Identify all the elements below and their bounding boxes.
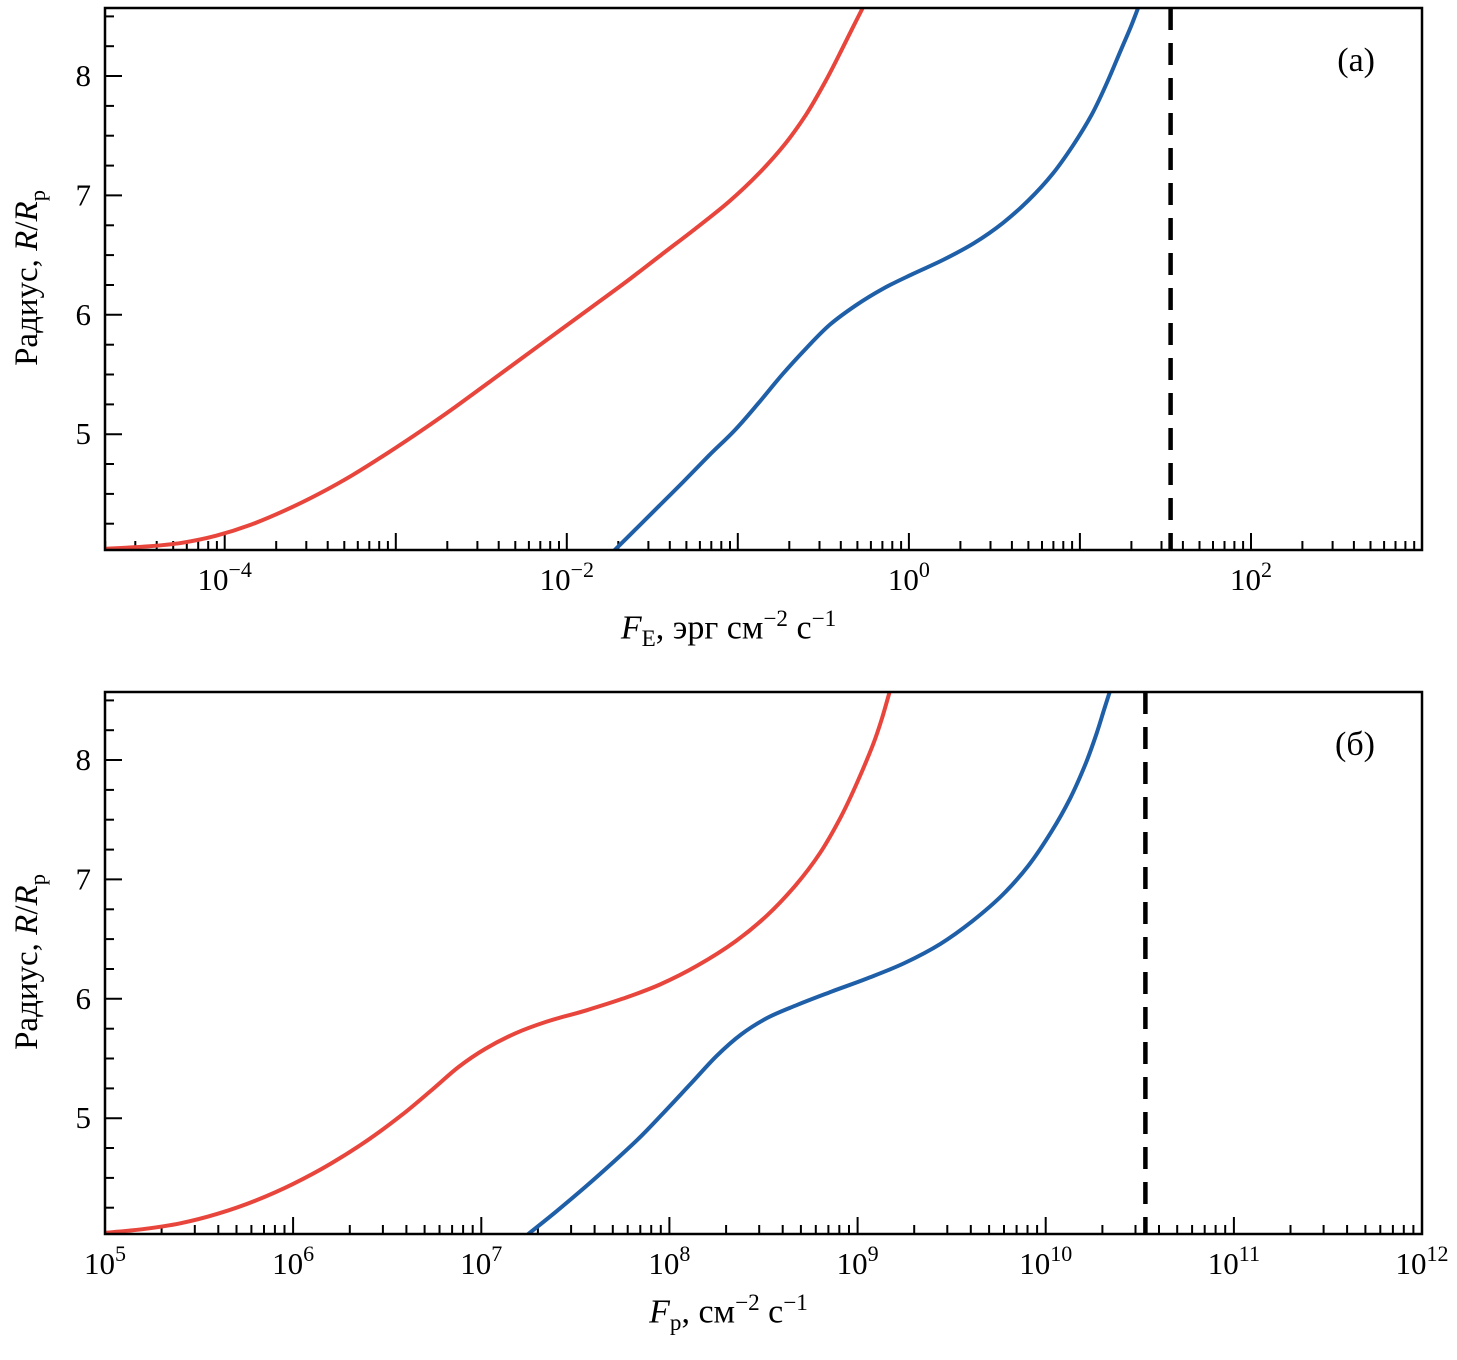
blue-curve — [612, 8, 1141, 550]
x-tick-label: 102 — [1230, 557, 1272, 597]
red-curve — [105, 692, 892, 1234]
y-tick-label: 7 — [76, 861, 92, 896]
x-tick-labels: 105 106 107 108 109 1010 1011 1012 — [84, 1241, 1449, 1281]
plot-frame — [103, 690, 1424, 1236]
blue-curve — [526, 692, 1112, 1234]
y-tick-label: 5 — [76, 416, 92, 451]
y-tick-label: 8 — [76, 58, 92, 93]
x-tick-label: 100 — [888, 557, 930, 597]
panel-b: 105 106 107 108 109 1010 1011 1012 5 6 7 8 Радиус, … — [0, 686, 1457, 1342]
panel-label-a: (а) — [1337, 42, 1375, 79]
y-tick-label: 6 — [76, 981, 92, 1016]
x-tick-label: 1012 — [1396, 1241, 1449, 1281]
chart-panel-a: 10−4 10−2 100 102 5 6 7 8 — [76, 6, 1424, 597]
y-tick-label: 7 — [76, 177, 92, 212]
x-tick-labels: 10−4 10−2 100 102 — [197, 557, 1272, 597]
y-tick-label: 5 — [76, 1100, 92, 1135]
x-axis-label-a: FE, эрг см−2 с−1 — [620, 606, 837, 653]
panel-a: 10−4 10−2 100 102 5 6 7 8 Радиус, R/Rp (а) FE, … — [0, 2, 1457, 658]
x-tick-label: 1011 — [1208, 1241, 1260, 1281]
x-tick-label: 10−4 — [197, 557, 251, 597]
y-axis-label-text: Радиус, — [9, 250, 46, 366]
x-tick-label: 107 — [460, 1241, 502, 1281]
y-tick-label: 6 — [76, 297, 92, 332]
x-tick-label: 1010 — [1019, 1241, 1072, 1281]
y-axis-label-b: Радиус, R/Rp — [9, 874, 50, 1050]
x-tick-label: 10−2 — [540, 557, 594, 597]
x-tick-label: 109 — [837, 1241, 879, 1281]
y-axis-label-a: Радиус, R/Rp — [9, 190, 50, 366]
chart-panel-b: 105 106 107 108 109 1010 1011 1012 5 6 7 8 — [76, 690, 1449, 1281]
axis-ticks — [104, 15, 1416, 550]
red-curve — [105, 8, 865, 550]
y-tick-label: 8 — [76, 742, 92, 777]
x-tick-label: 108 — [648, 1241, 690, 1281]
panel-label-b: (б) — [1335, 726, 1375, 763]
y-axis-label-text: Радиус, — [9, 934, 46, 1050]
x-tick-label: 106 — [272, 1241, 314, 1281]
axis-ticks — [105, 699, 1423, 1234]
x-tick-label: 105 — [84, 1241, 126, 1281]
x-axis-label-b: Fp, см−2 с−1 — [649, 1290, 808, 1337]
plot-frame — [103, 6, 1424, 552]
